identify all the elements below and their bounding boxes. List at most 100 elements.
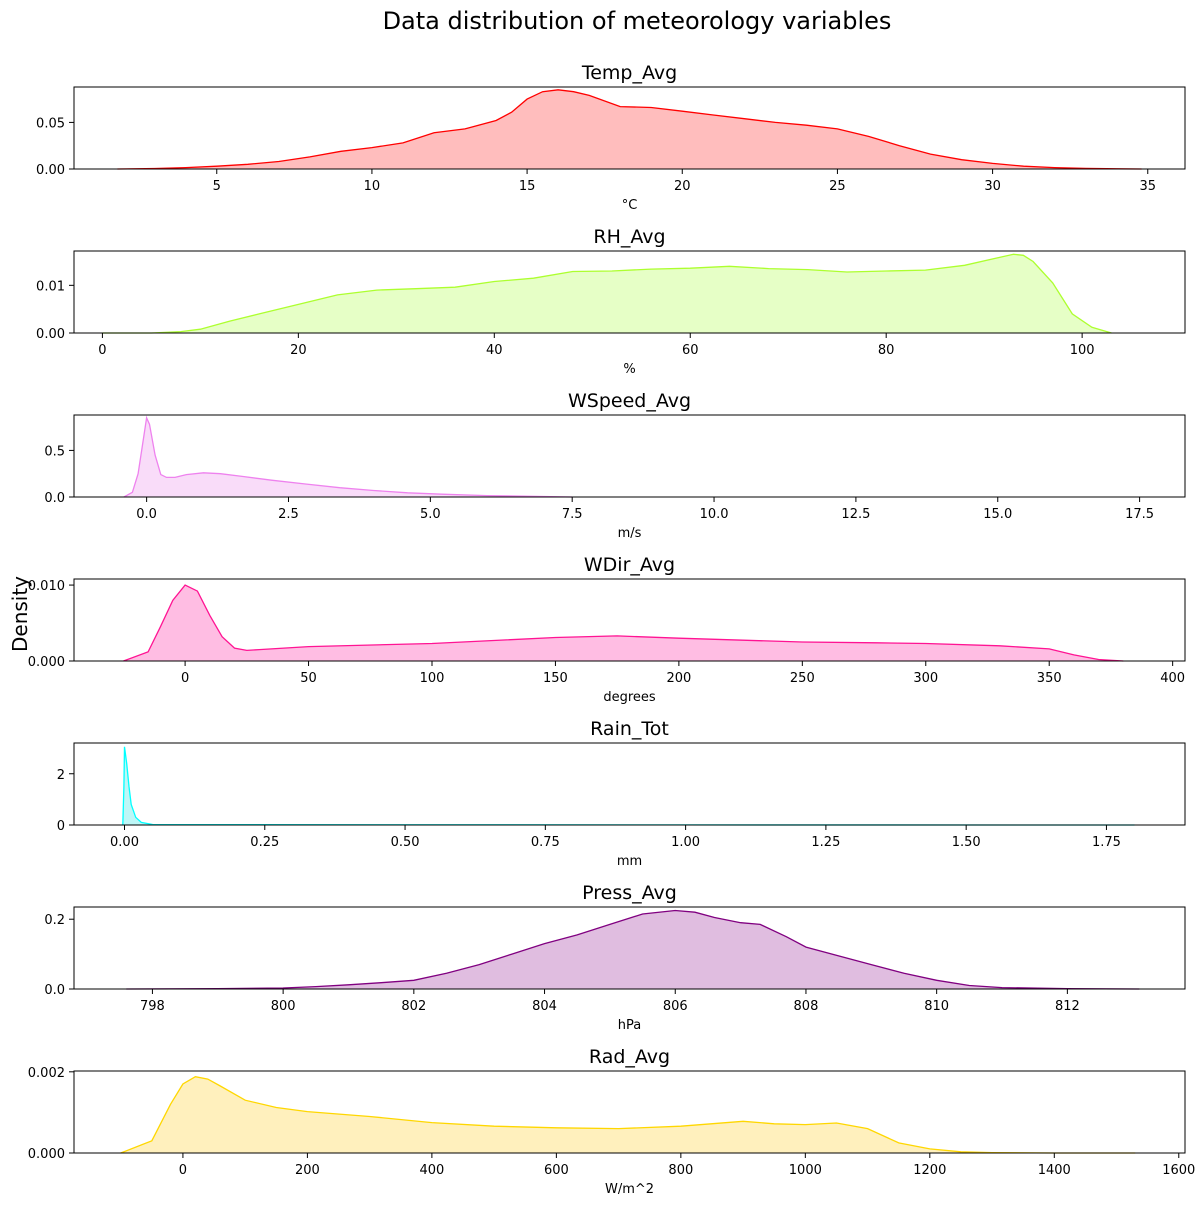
x-tick-label: 40	[486, 343, 503, 358]
y-tick-label: 0.05	[36, 116, 65, 131]
panel-temp-avg: 5 10 15 20 25 30 35 0.00 0.05 Temp_Avg °C	[36, 62, 1186, 213]
y-tick-label: 0.000	[28, 655, 65, 670]
density-area	[122, 746, 1135, 825]
panel-rad-avg: 0 200 400 600 800 1000 1200 1400 1600 0.000 0.002 R…	[28, 1046, 1196, 1197]
x-tick-label: 25	[829, 179, 846, 194]
x-tick-label: 2.5	[278, 507, 299, 522]
x-tick-label: 798	[140, 999, 165, 1014]
x-tick-label: 17.5	[1125, 507, 1154, 522]
x-axis-label: hPa	[618, 1018, 641, 1033]
density-line	[122, 746, 1135, 826]
y-tick-label: 0	[57, 819, 65, 834]
density-line	[117, 89, 1142, 170]
density-area	[102, 254, 1112, 333]
density-line	[120, 1076, 1136, 1154]
density-area	[126, 910, 1140, 989]
panel-title: RH_Avg	[593, 226, 665, 248]
panel-wspeed-avg: 0.0 2.5 5.0 7.5 10.0 12.5 15.0 17.5 0.0 0.5 WSpeed…	[44, 390, 1186, 541]
x-tick-label: 0	[98, 343, 106, 358]
panel-wdir-avg: 0 50 100 150 200 250 300 350 400 0.000 0.010 WDir_A…	[28, 554, 1186, 705]
x-axis-label: degrees	[603, 690, 656, 705]
x-tick-label: 30	[984, 179, 1001, 194]
x-tick-label: 20	[674, 179, 691, 194]
x-tick-label: 100	[1070, 343, 1095, 358]
panel-title: WSpeed_Avg	[568, 390, 691, 412]
x-tick-label: 80	[878, 343, 895, 358]
x-tick-label: 600	[544, 1163, 569, 1178]
panel-title: Rain_Tot	[590, 718, 669, 740]
x-tick-label: 808	[794, 999, 819, 1014]
x-tick-label: 5	[213, 179, 221, 194]
x-tick-label: 1400	[1038, 1163, 1071, 1178]
x-tick-label: 0.00	[110, 835, 139, 850]
y-tick-label: 0.002	[28, 1066, 65, 1081]
y-tick-label: 0.010	[28, 579, 65, 594]
x-tick-label: 200	[295, 1163, 320, 1178]
x-tick-label: 800	[271, 999, 296, 1014]
x-axis-label: m/s	[618, 526, 642, 541]
figure-title: Data distribution of meteorology variabl…	[383, 7, 892, 35]
x-tick-label: 1000	[789, 1163, 822, 1178]
panel-title: WDir_Avg	[584, 554, 675, 576]
x-tick-label: 1.75	[1092, 835, 1121, 850]
x-tick-label: 50	[300, 671, 317, 686]
axes-frame	[73, 250, 1186, 334]
axes-frame	[73, 578, 1186, 662]
panel-rh-avg: 0 20 40 60 80 100 0.00 0.01 RH_Avg%	[36, 226, 1186, 377]
density-line	[126, 909, 1140, 990]
x-tick-label: 0.0	[136, 507, 157, 522]
x-tick-label: 400	[419, 1163, 444, 1178]
x-tick-label: 35	[1139, 179, 1156, 194]
x-tick-label: 250	[790, 671, 815, 686]
x-tick-label: 10.0	[700, 507, 729, 522]
x-tick-label: 1200	[913, 1163, 946, 1178]
x-tick-label: 800	[668, 1163, 693, 1178]
x-axis-label: °C	[622, 198, 638, 213]
x-tick-label: 804	[532, 999, 557, 1014]
y-tick-label: 0.2	[44, 913, 65, 928]
x-axis-label: %	[623, 362, 635, 377]
y-tick-label: 2	[57, 768, 65, 783]
x-tick-label: 10	[364, 179, 381, 194]
panel-title: Rad_Avg	[589, 1046, 670, 1068]
axes-frame	[73, 1070, 1186, 1154]
density-area	[123, 585, 1124, 661]
x-tick-label: 60	[682, 343, 699, 358]
x-tick-label: 0.75	[531, 835, 560, 850]
density-line	[102, 253, 1112, 334]
x-tick-label: 1.50	[952, 835, 981, 850]
x-tick-label: 810	[924, 999, 949, 1014]
x-tick-label: 812	[1055, 999, 1080, 1014]
density-area	[120, 1076, 1136, 1153]
x-tick-label: 200	[666, 671, 691, 686]
x-tick-label: 150	[543, 671, 568, 686]
x-tick-label: 15	[519, 179, 536, 194]
panel-title: Press_Avg	[582, 882, 677, 904]
x-tick-label: 0	[179, 1163, 187, 1178]
x-tick-label: 0.50	[391, 835, 420, 850]
x-tick-label: 12.5	[841, 507, 870, 522]
y-tick-label: 0.5	[44, 444, 65, 459]
x-tick-label: 806	[663, 999, 688, 1014]
axes-frame	[73, 86, 1186, 170]
x-tick-label: 100	[420, 671, 445, 686]
density-area	[117, 89, 1142, 169]
x-axis-label: W/m^2	[605, 1182, 654, 1197]
x-axis-label: mm	[617, 854, 642, 869]
y-tick-label: 0.0	[44, 491, 65, 506]
y-tick-label: 0.000	[28, 1147, 65, 1162]
x-tick-label: 15.0	[983, 507, 1012, 522]
x-tick-label: 0	[181, 671, 189, 686]
y-tick-label: 0.0	[44, 983, 65, 998]
x-tick-label: 802	[401, 999, 426, 1014]
density-area	[123, 417, 573, 497]
x-tick-label: 1.00	[671, 835, 700, 850]
x-tick-label: 7.5	[562, 507, 583, 522]
y-tick-label: 0.00	[36, 327, 65, 342]
x-tick-label: 5.0	[420, 507, 441, 522]
x-tick-label: 350	[1037, 671, 1062, 686]
x-tick-label: 1.25	[811, 835, 840, 850]
figure-y-label: Density	[8, 576, 32, 652]
